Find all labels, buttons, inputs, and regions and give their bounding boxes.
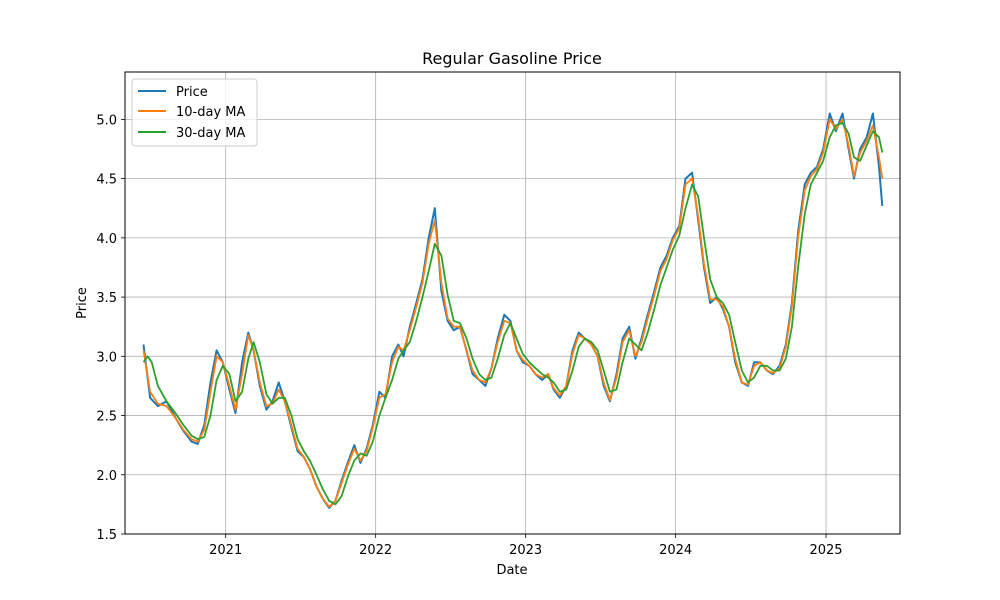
chart-title: Regular Gasoline Price <box>422 49 602 68</box>
y-tick-label: 1.5 <box>96 528 117 543</box>
legend-30day-ma-label: 30-day MA <box>176 126 245 141</box>
y-tick-label: 3.0 <box>96 350 117 365</box>
series-group <box>142 112 884 509</box>
axis-ticks: 2021 2022 2023 2024 2025 1.5 2.0 2.5 3.0 3.5 4.0 4.… <box>96 113 842 558</box>
y-tick-label: 2.0 <box>96 469 117 484</box>
x-axis-label: Date <box>496 563 527 578</box>
legend-price-label: Price <box>176 85 208 100</box>
x-tick-label: 2024 <box>659 543 692 558</box>
x-tick-label: 2021 <box>209 543 242 558</box>
x-tick-label: 2023 <box>509 543 542 558</box>
ma30-series-line <box>142 122 884 506</box>
y-tick-label: 3.5 <box>96 291 117 306</box>
x-tick-label: 2025 <box>809 543 842 558</box>
y-tick-label: 5.0 <box>96 113 117 128</box>
y-tick-label: 2.5 <box>96 410 117 425</box>
legend: Price 10-day MA 30-day MA <box>131 78 258 147</box>
y-tick-label: 4.0 <box>96 232 117 247</box>
legend-10day-ma-label: 10-day MA <box>176 105 245 120</box>
plot-frame <box>124 71 901 535</box>
y-axis-label: Price <box>75 287 90 319</box>
x-tick-label: 2022 <box>359 543 392 558</box>
legend-box <box>131 78 258 147</box>
y-tick-label: 4.5 <box>96 173 117 188</box>
